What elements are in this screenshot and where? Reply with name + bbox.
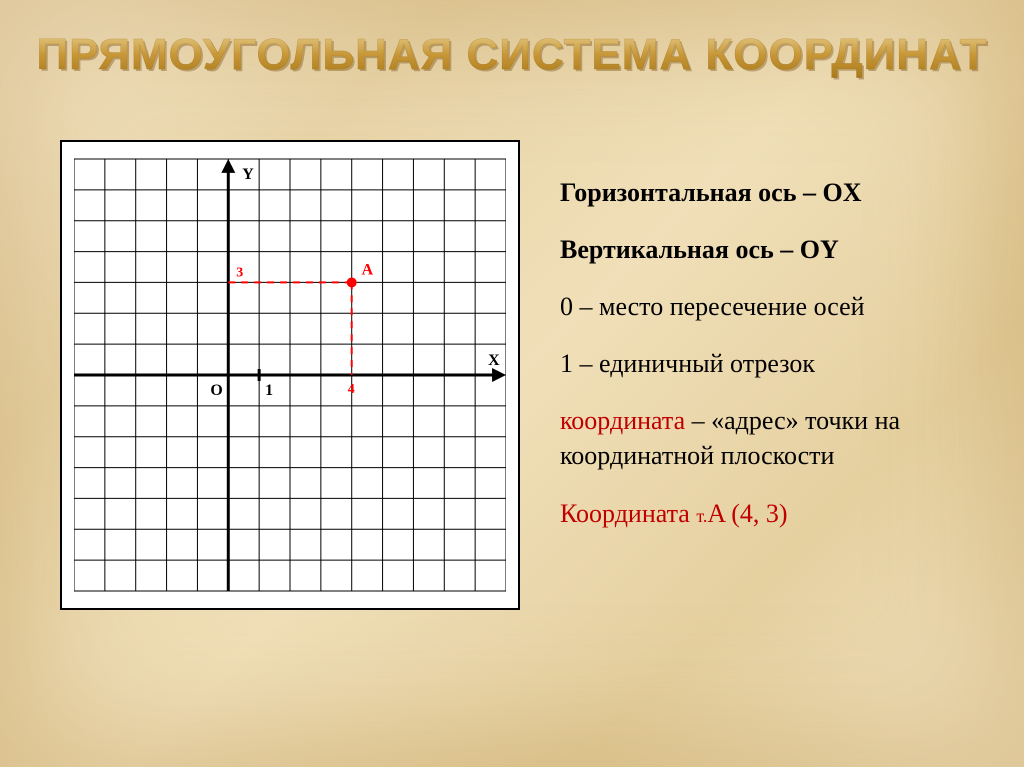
line-vertical-axis: Вертикальная ось – OY	[560, 232, 980, 267]
svg-text:A: A	[362, 261, 374, 278]
line-horizontal-axis: Горизонтальная ось – OX	[560, 175, 980, 210]
line-unit: 1 – единичный отрезок	[560, 346, 980, 381]
line-coordinate-def: координата – «адрес» точки на координатн…	[560, 403, 980, 473]
coordinate-chart: Y X O 1 3 4 A	[60, 140, 520, 610]
line-origin: 0 – место пересечение осей	[560, 289, 980, 324]
slide-title: ПРЯМОУГОЛЬНАЯ СИСТЕМА КООРДИНАТ ПРЯМОУГО…	[36, 30, 987, 80]
svg-text:4: 4	[348, 382, 355, 397]
svg-text:Y: Y	[242, 166, 254, 183]
svg-text:3: 3	[236, 265, 243, 280]
svg-text:1: 1	[265, 382, 273, 399]
svg-text:X: X	[488, 352, 500, 369]
description-text: Горизонтальная ось – OX Вертикальная ось…	[560, 175, 980, 553]
line-coordinate-value: Координата т.A (4, 3)	[560, 496, 980, 531]
svg-text:O: O	[210, 382, 222, 399]
